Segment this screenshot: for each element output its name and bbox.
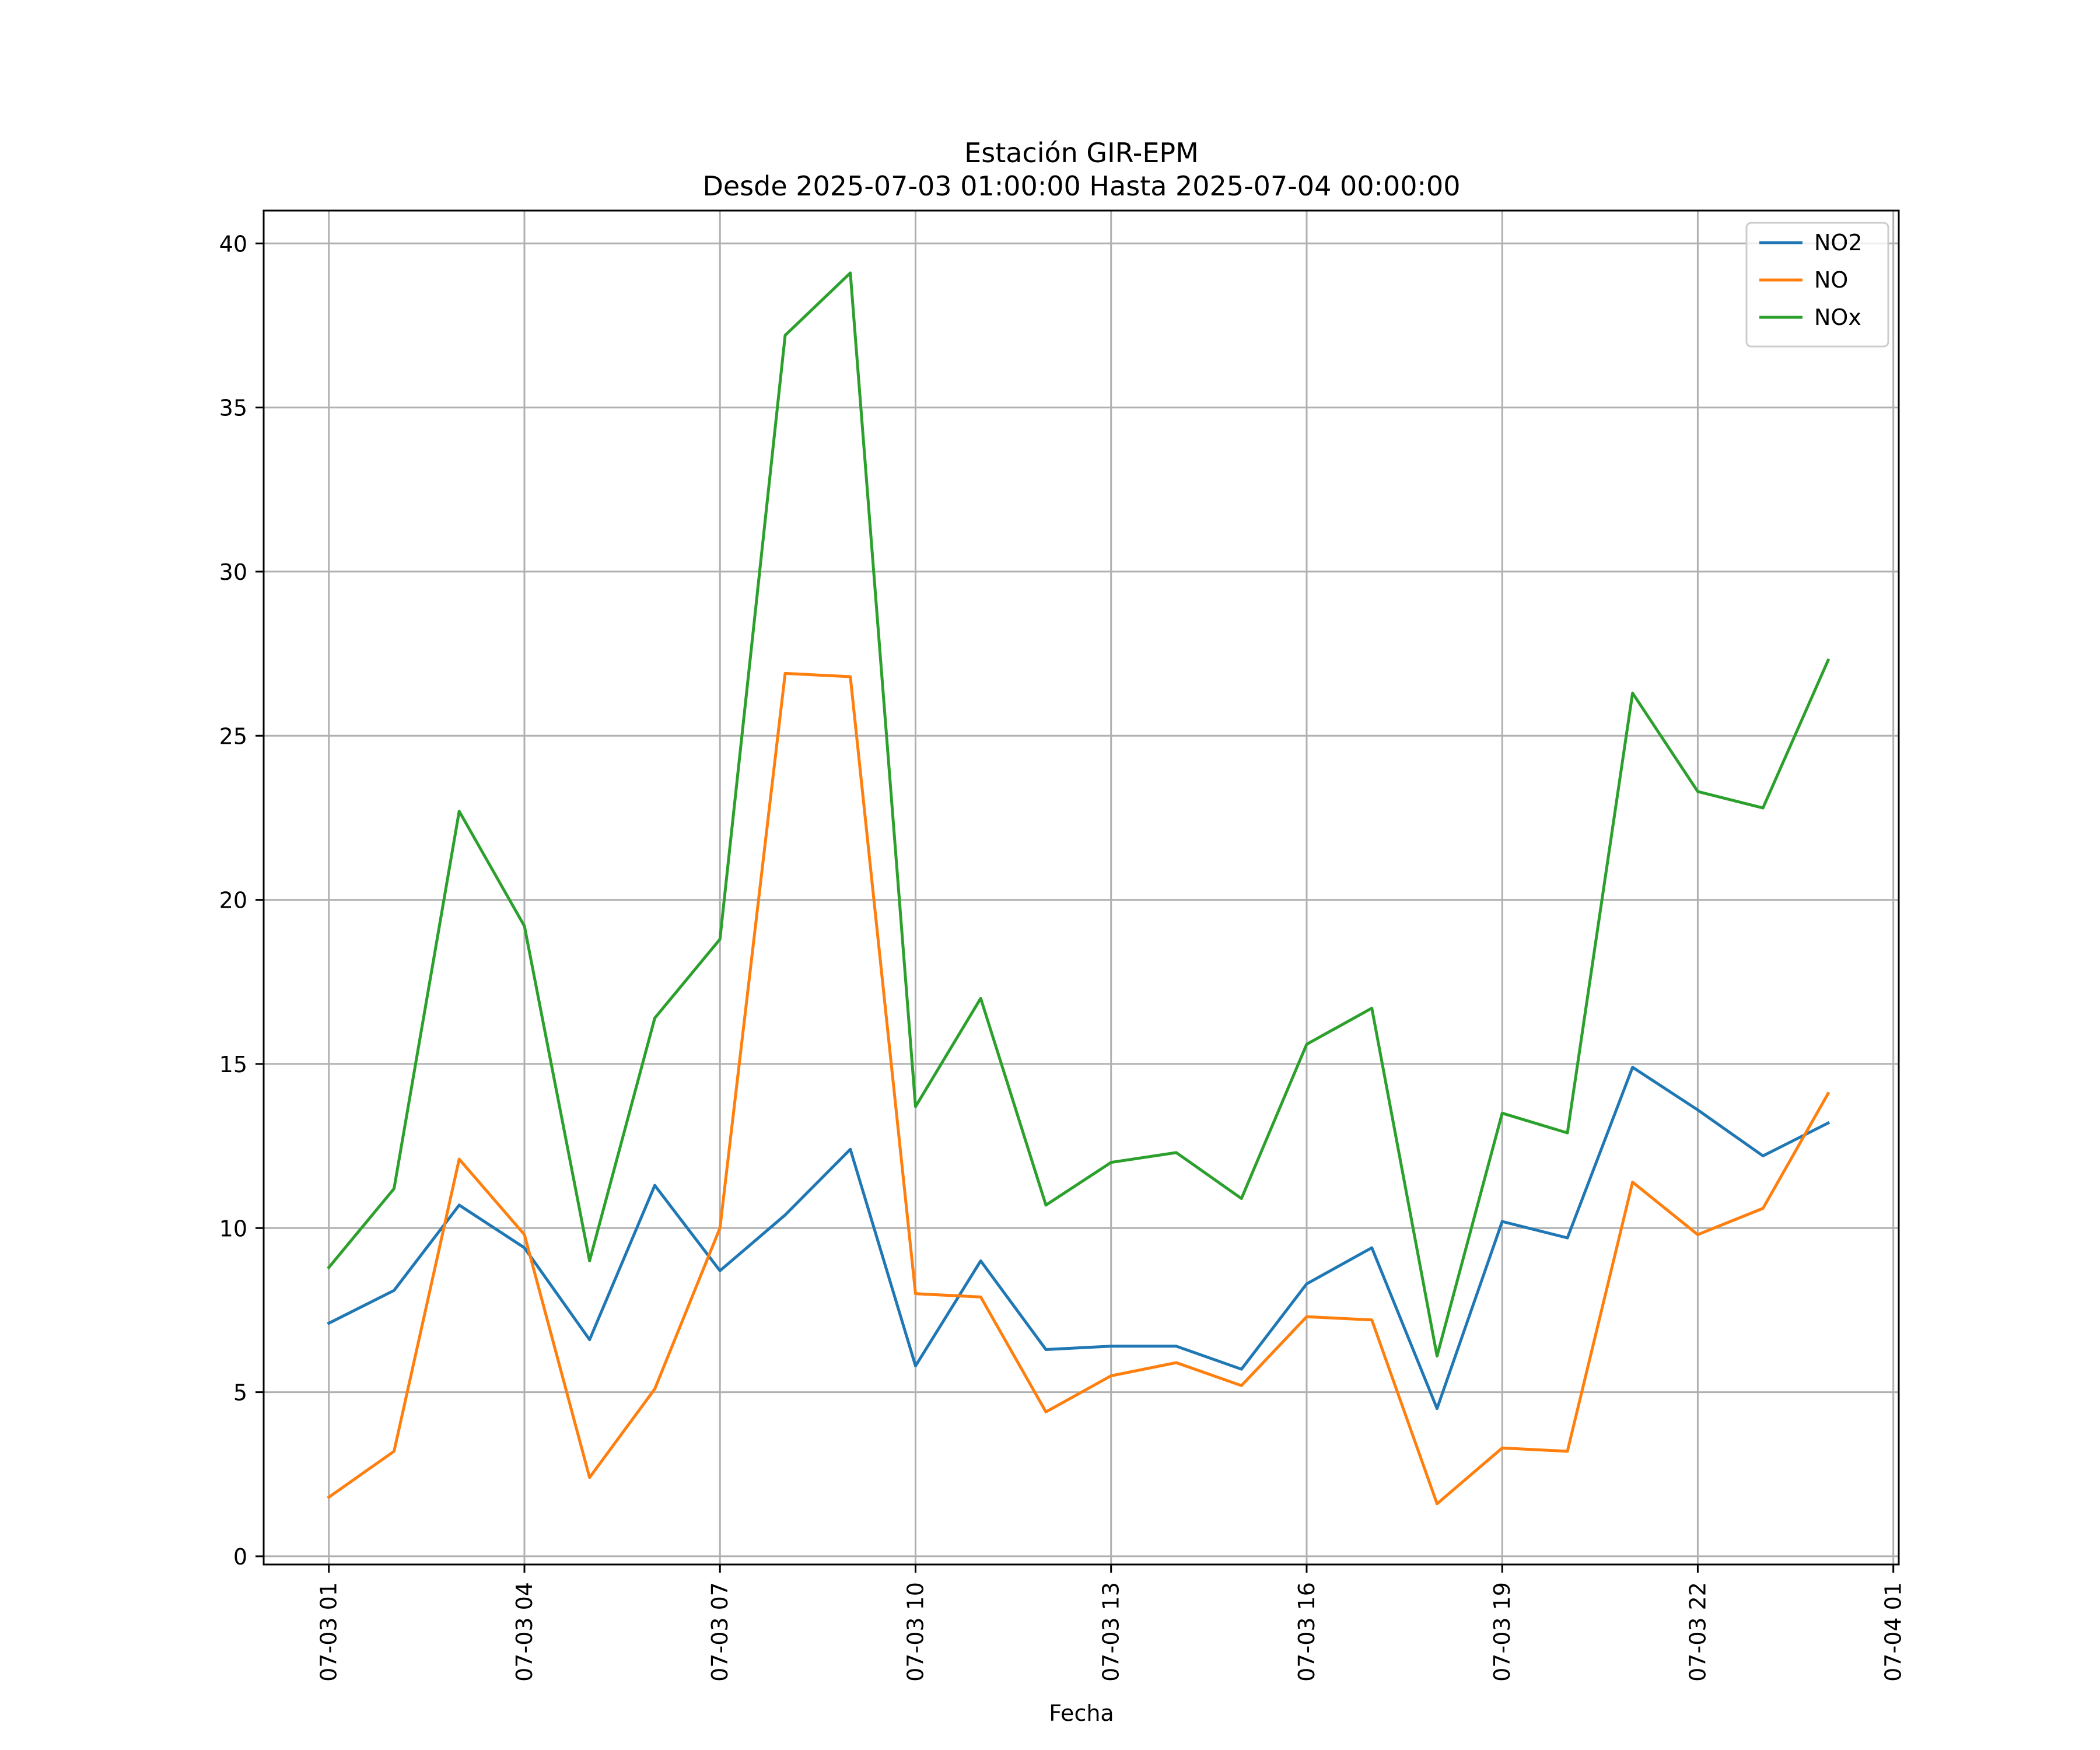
x-tick-label: 07-03 22 <box>1685 1582 1710 1682</box>
x-axis: 07-03 01 07-03 04 07-03 07 07-03 10 07-03 13… <box>316 1564 1906 1682</box>
y-tick-label: 30 <box>219 559 247 585</box>
y-tick-label: 0 <box>233 1544 247 1570</box>
x-tick-label: 07-04 01 <box>1881 1582 1906 1682</box>
y-tick-label: 15 <box>219 1052 247 1077</box>
y-tick-label: 10 <box>219 1216 247 1241</box>
y-tick-label: 40 <box>219 231 247 257</box>
chart-subtitle: Desde 2025-07-03 01:00:00 Hasta 2025-07-… <box>702 170 1460 202</box>
grid-lines <box>264 211 1899 1564</box>
legend-label: NO2 <box>1814 230 1863 256</box>
legend-box <box>1745 222 1889 348</box>
x-tick-label: 07-03 04 <box>512 1582 537 1682</box>
legend-label: NO <box>1814 267 1848 293</box>
x-tick-label: 07-03 19 <box>1489 1582 1515 1682</box>
y-tick-label: 5 <box>233 1380 247 1406</box>
x-axis-label: Fecha <box>1049 1700 1114 1726</box>
x-tick-label: 07-03 01 <box>316 1582 342 1682</box>
y-tick-label: 35 <box>219 396 247 421</box>
x-tick-label: 07-03 16 <box>1294 1582 1320 1682</box>
x-tick-label: 07-03 07 <box>707 1582 733 1682</box>
plot-frame <box>262 209 1900 1566</box>
x-tick-label: 07-03 13 <box>1098 1582 1124 1682</box>
series-lines <box>327 271 1831 1506</box>
chart-title: Estación GIR-EPM <box>964 137 1199 169</box>
y-axis: 0 5 10 15 20 25 30 35 40 <box>219 231 264 1570</box>
y-tick-label: 20 <box>219 888 247 914</box>
y-tick-label: 25 <box>219 723 247 749</box>
legend: NO2 NO NOx <box>1745 222 1889 348</box>
series-line-no2 <box>327 1066 1831 1410</box>
x-tick-label: 07-03 10 <box>902 1582 928 1682</box>
legend-label: NOx <box>1814 304 1861 330</box>
series-line-no <box>327 671 1831 1506</box>
series-line-nox <box>327 271 1831 1358</box>
